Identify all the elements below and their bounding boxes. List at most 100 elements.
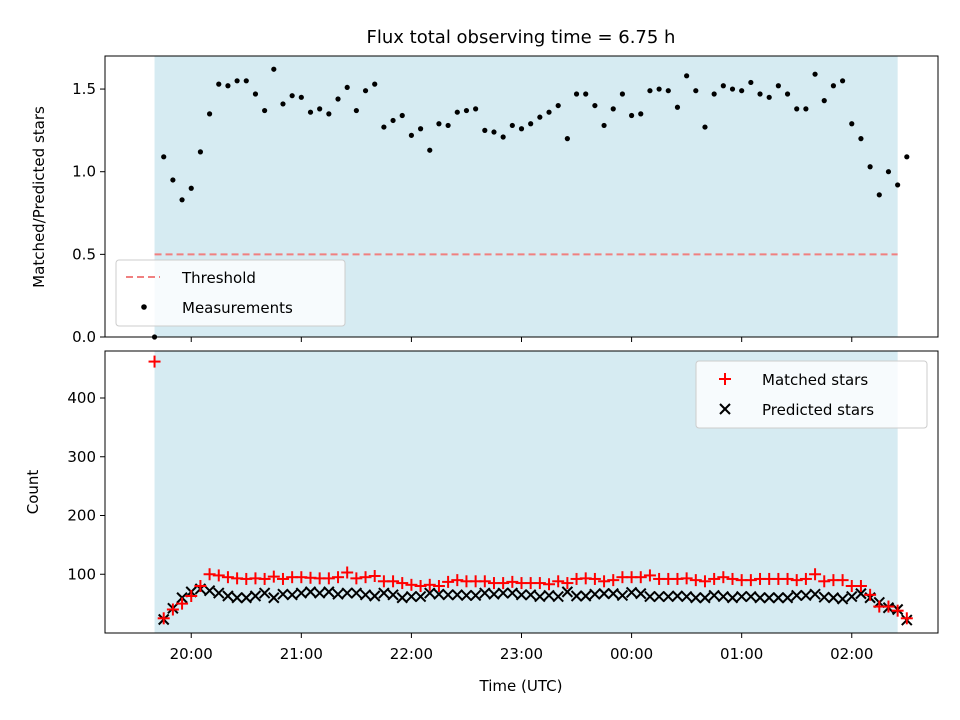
predicted-point <box>616 589 629 602</box>
matched-point <box>818 575 831 588</box>
measurement-point <box>317 106 323 112</box>
matched-point <box>176 597 189 610</box>
matched-point <box>442 575 455 588</box>
predicted-point <box>460 589 473 602</box>
measurement-point <box>564 136 570 142</box>
predicted-point <box>836 593 849 605</box>
matched-point <box>643 569 656 582</box>
counts-x-tick-label: 23:00 <box>500 645 543 663</box>
predicted-point <box>203 584 216 597</box>
matched-point <box>891 604 904 617</box>
predicted-point <box>442 589 454 601</box>
predicted-point <box>258 587 271 599</box>
matched-point <box>148 355 161 368</box>
counts-x-tick-label: 22:00 <box>390 645 433 663</box>
matched-point <box>157 612 170 625</box>
matched-point <box>322 572 335 585</box>
matched-point <box>809 568 822 581</box>
predicted-point <box>543 589 555 602</box>
measurement-point <box>289 93 295 99</box>
legend-predicted-swatch <box>719 403 731 415</box>
predicted-point <box>772 592 785 604</box>
measurement-point <box>904 154 910 160</box>
measurement-point <box>528 121 534 127</box>
predicted-point <box>570 590 583 602</box>
chart-title: Flux total observing time = 6.75 h <box>367 27 676 48</box>
ratio-y-tick-label: 1.5 <box>72 80 96 98</box>
matched-point <box>864 588 877 601</box>
predicted-point <box>625 586 638 599</box>
measurement-point <box>473 106 479 112</box>
measurement-point <box>454 109 460 115</box>
measurement-point <box>271 66 277 72</box>
measurement-point <box>445 122 451 129</box>
matched-point <box>900 612 913 625</box>
predicted-point <box>451 589 463 601</box>
matched-point <box>258 572 271 585</box>
predicted-point <box>754 592 766 604</box>
matched-point <box>680 572 693 585</box>
predicted-point <box>791 589 803 602</box>
predicted-point <box>855 587 867 600</box>
predicted-point <box>222 590 234 602</box>
measurement-point <box>684 73 690 79</box>
predicted-point <box>341 587 353 599</box>
counts-x-tick-label: 20:00 <box>170 645 213 663</box>
measurement-point <box>344 84 350 91</box>
measurement-point <box>234 78 240 84</box>
ratio-y-tick-label: 1.0 <box>72 163 96 181</box>
matched-point <box>414 580 427 592</box>
predicted-point <box>690 592 702 604</box>
predicted-point <box>323 586 335 598</box>
predicted-point <box>350 587 363 599</box>
measurement-point <box>399 112 405 119</box>
measurement-point <box>482 127 488 133</box>
measurement-point <box>693 88 699 94</box>
counts-y-tick-label: 300 <box>67 448 96 466</box>
measurement-point <box>216 81 222 87</box>
predicted-point <box>497 587 509 599</box>
matched-point <box>203 568 216 581</box>
matched-point <box>387 575 400 588</box>
predicted-point <box>524 589 537 601</box>
predicted-point <box>479 587 491 599</box>
matched-point <box>561 577 574 590</box>
measurement-point <box>702 124 708 130</box>
measurement-point <box>372 81 378 87</box>
matched-point <box>350 572 363 585</box>
predicted-point <box>717 590 730 603</box>
predicted-point <box>240 592 252 604</box>
matched-point <box>212 569 225 582</box>
predicted-point <box>369 590 381 602</box>
measurement-point <box>188 185 194 191</box>
measurement-point <box>381 124 387 130</box>
matched-point <box>332 571 345 584</box>
matched-point <box>708 572 721 585</box>
matched-point <box>166 603 179 616</box>
matched-point <box>717 571 730 584</box>
measurement-point <box>656 86 662 92</box>
legend-predicted-label: Predicted stars <box>762 401 874 419</box>
predicted-point <box>405 590 418 603</box>
predicted-point <box>708 589 720 602</box>
predicted-point <box>671 590 684 602</box>
measurement-point <box>739 88 745 94</box>
counts-axes-frame <box>104 350 939 634</box>
measurement-point <box>647 88 653 94</box>
counts-x-tick-label: 02:00 <box>830 645 873 663</box>
measurement-point <box>766 94 772 100</box>
counts-y-tick-label: 100 <box>67 565 96 583</box>
matched-point <box>423 578 436 591</box>
ratio-y-tick-label: 0.0 <box>72 328 96 346</box>
measurement-point <box>197 149 204 155</box>
predicted-point <box>781 592 794 604</box>
measurement-point <box>298 94 304 100</box>
measurement-point <box>748 79 754 86</box>
predicted-point <box>313 587 326 599</box>
bottom-y-axis-label: Count <box>24 470 42 515</box>
matched-point <box>836 574 849 587</box>
predicted-point <box>644 590 656 603</box>
measurement-point <box>555 102 561 109</box>
predicted-point <box>396 592 408 604</box>
measurement-point <box>583 91 589 97</box>
